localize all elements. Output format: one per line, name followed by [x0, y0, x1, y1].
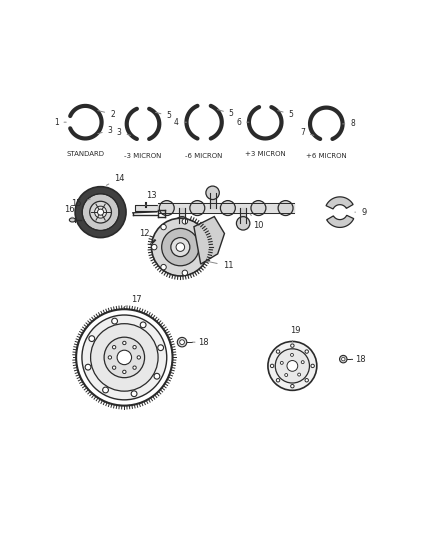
Text: 3: 3 — [98, 126, 113, 135]
Ellipse shape — [175, 216, 189, 230]
Text: -3 MICRON: -3 MICRON — [124, 153, 162, 159]
Circle shape — [152, 245, 157, 250]
Circle shape — [285, 374, 288, 376]
Circle shape — [287, 360, 298, 372]
Text: +6 MICRON: +6 MICRON — [306, 153, 347, 159]
Text: 16: 16 — [64, 205, 75, 218]
Circle shape — [290, 353, 293, 357]
Text: 5: 5 — [155, 111, 171, 120]
Circle shape — [305, 378, 308, 382]
Circle shape — [113, 345, 116, 349]
Text: 5: 5 — [217, 109, 234, 118]
Circle shape — [82, 315, 167, 400]
Text: 12: 12 — [139, 229, 152, 244]
Text: 6: 6 — [236, 118, 249, 127]
Text: -6 MICRON: -6 MICRON — [185, 153, 223, 159]
Text: 18: 18 — [352, 354, 366, 364]
Circle shape — [176, 243, 185, 252]
Text: 14: 14 — [106, 174, 124, 185]
Text: 10: 10 — [250, 214, 264, 230]
Circle shape — [161, 224, 166, 230]
Text: 8: 8 — [343, 119, 355, 128]
Circle shape — [75, 187, 126, 238]
Text: 11: 11 — [207, 261, 233, 270]
Circle shape — [133, 366, 136, 369]
Circle shape — [112, 318, 117, 324]
Circle shape — [123, 370, 126, 374]
Ellipse shape — [237, 216, 250, 230]
Circle shape — [91, 324, 158, 391]
Circle shape — [298, 373, 300, 376]
Circle shape — [137, 356, 141, 359]
Circle shape — [180, 340, 184, 344]
Circle shape — [301, 361, 304, 364]
Ellipse shape — [206, 186, 219, 199]
Text: 7: 7 — [300, 127, 314, 136]
Ellipse shape — [159, 200, 174, 215]
Circle shape — [182, 270, 187, 276]
Circle shape — [270, 364, 274, 368]
Circle shape — [182, 219, 187, 224]
Circle shape — [280, 361, 283, 365]
Text: 4: 4 — [174, 118, 187, 127]
Circle shape — [171, 238, 190, 256]
Circle shape — [342, 358, 345, 361]
Text: 19: 19 — [290, 326, 301, 342]
Circle shape — [268, 342, 317, 390]
Text: +3 MICRON: +3 MICRON — [245, 151, 286, 157]
Ellipse shape — [220, 200, 235, 215]
Text: 18: 18 — [192, 337, 208, 346]
Circle shape — [123, 341, 126, 345]
Ellipse shape — [69, 218, 75, 222]
Text: 2: 2 — [98, 110, 115, 118]
Circle shape — [117, 350, 131, 365]
Circle shape — [276, 350, 280, 353]
Circle shape — [98, 209, 104, 215]
Circle shape — [113, 366, 116, 369]
Text: 5: 5 — [278, 110, 293, 118]
Circle shape — [104, 337, 145, 378]
Text: 17: 17 — [123, 295, 141, 308]
Circle shape — [90, 201, 111, 223]
Ellipse shape — [251, 200, 266, 215]
Circle shape — [158, 345, 163, 351]
Circle shape — [152, 218, 209, 276]
Polygon shape — [327, 215, 354, 228]
Circle shape — [140, 322, 146, 328]
Circle shape — [177, 337, 187, 347]
Circle shape — [275, 349, 310, 383]
Text: 13: 13 — [146, 191, 157, 205]
Circle shape — [305, 350, 308, 353]
Circle shape — [102, 387, 109, 393]
Circle shape — [133, 345, 136, 349]
Circle shape — [311, 364, 314, 368]
Circle shape — [161, 264, 166, 270]
Circle shape — [89, 336, 95, 342]
Circle shape — [339, 356, 347, 363]
Circle shape — [162, 229, 199, 266]
Circle shape — [200, 231, 206, 237]
Polygon shape — [326, 197, 353, 209]
Ellipse shape — [190, 200, 205, 215]
Ellipse shape — [278, 200, 293, 215]
Circle shape — [131, 391, 137, 397]
Polygon shape — [194, 216, 224, 264]
Circle shape — [85, 364, 91, 370]
Circle shape — [76, 309, 173, 406]
Text: 15: 15 — [71, 199, 90, 208]
Text: 3: 3 — [117, 127, 131, 136]
Circle shape — [291, 344, 294, 348]
Text: STANDARD: STANDARD — [66, 151, 104, 157]
Text: 1: 1 — [54, 118, 66, 127]
Circle shape — [108, 356, 112, 359]
Circle shape — [154, 373, 160, 379]
Circle shape — [82, 194, 119, 230]
Circle shape — [276, 378, 280, 382]
Circle shape — [95, 206, 106, 218]
Circle shape — [291, 384, 294, 388]
Text: 9: 9 — [355, 208, 366, 216]
